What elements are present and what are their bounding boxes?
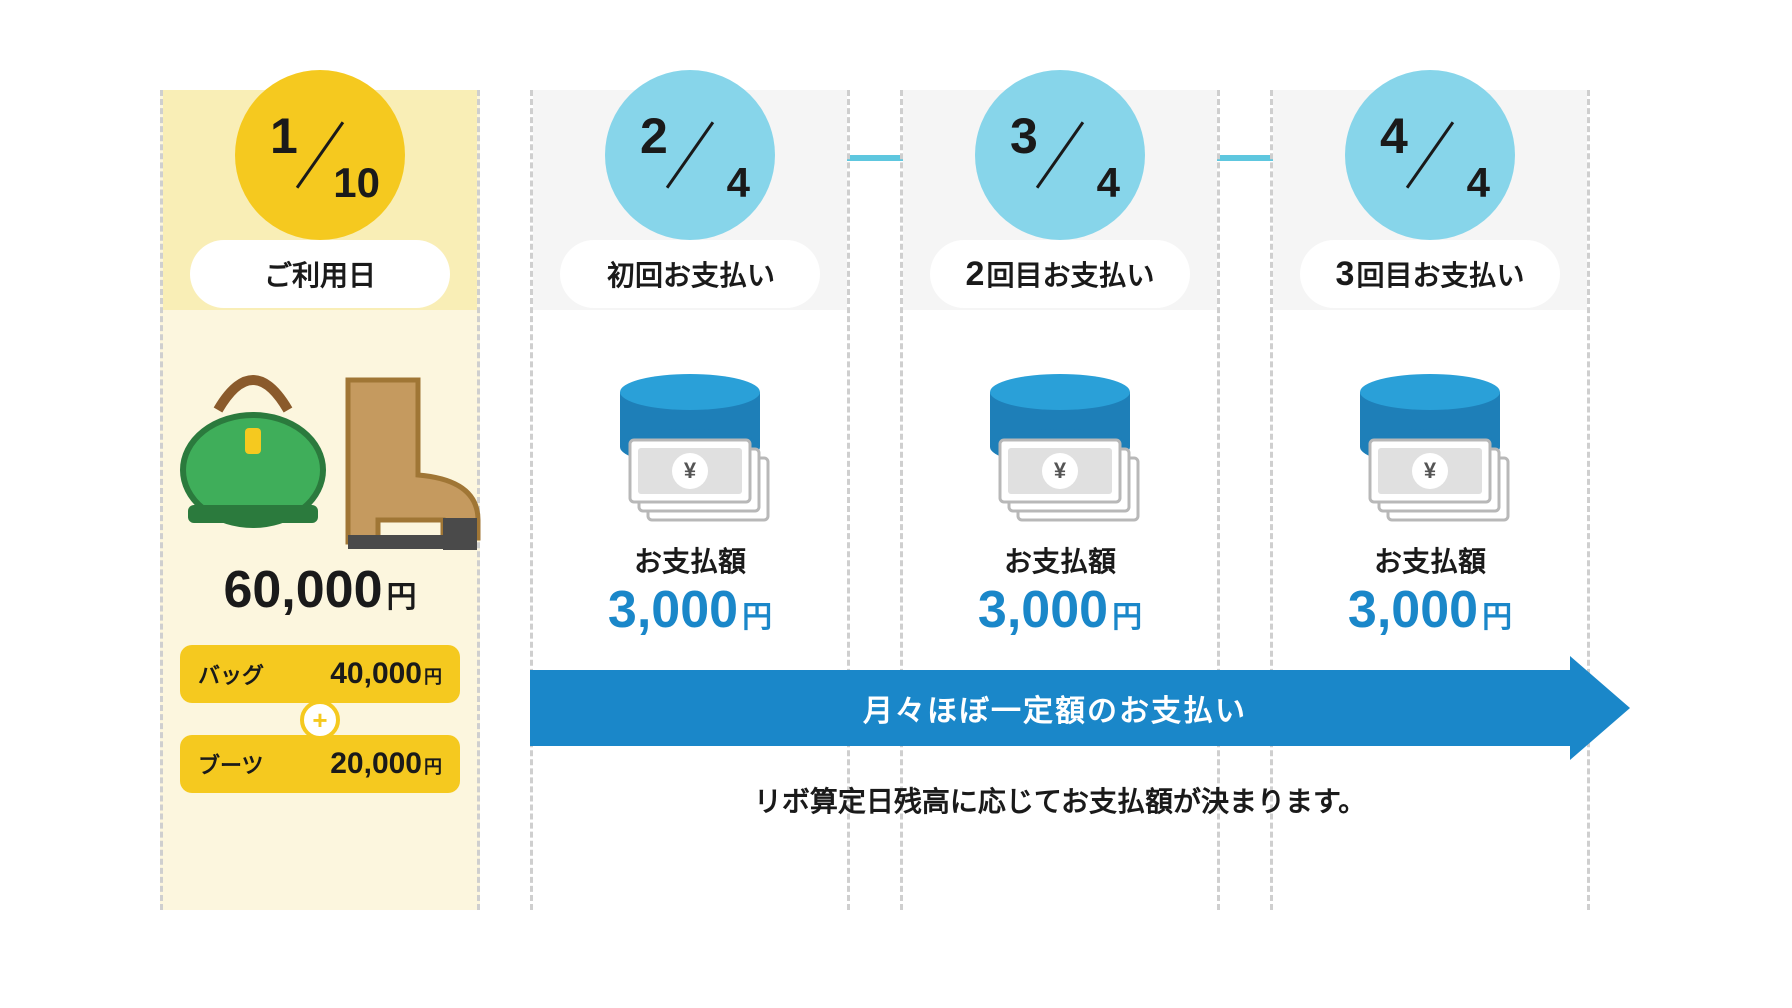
date-fraction: 3 4 — [1000, 115, 1120, 195]
date-slash — [666, 121, 714, 188]
date-numerator: 4 — [1380, 107, 1408, 165]
monthly-payment-arrow: 月々ほぼ一定額のお支払い — [530, 670, 1630, 746]
yen-suffix: 円 — [387, 581, 417, 614]
purchase-date-circle: 1 10 — [235, 70, 405, 240]
date-fraction: 4 4 — [1370, 115, 1490, 195]
money-icon: ¥ — [960, 370, 1160, 530]
boot-icon — [348, 380, 478, 550]
handbag-icon — [183, 380, 323, 525]
payment-label: お支払額 — [1273, 540, 1587, 580]
date-denominator: 10 — [333, 159, 380, 207]
date-denominator: 4 — [1467, 159, 1490, 207]
svg-text:¥: ¥ — [1054, 458, 1067, 483]
payment-date-circle: 3 4 — [975, 70, 1145, 240]
footnote-text: リボ算定日残高に応じてお支払額が決まります。 — [530, 780, 1590, 820]
item-chip-bag: バッグ 40,000円 — [180, 645, 460, 703]
arrow-head-icon — [1570, 656, 1630, 760]
date-fraction: 2 4 — [630, 115, 750, 195]
payment-pill: 3回目お支払い — [1300, 240, 1560, 308]
date-denominator: 4 — [1097, 159, 1120, 207]
payment-label: お支払額 — [533, 540, 847, 580]
plus-icon: + — [300, 700, 340, 740]
item-price: 20,000円 — [330, 747, 442, 781]
payment-label: お支払額 — [903, 540, 1217, 580]
date-denominator: 4 — [727, 159, 750, 207]
purchase-column: 1 10 ご利用日 — [160, 90, 480, 910]
payment-date-circle: 4 4 — [1345, 70, 1515, 240]
date-slash — [1406, 121, 1454, 188]
svg-text:¥: ¥ — [1424, 458, 1437, 483]
payment-amount: 3,000円 — [1273, 580, 1587, 640]
payment-amount: 3,000円 — [903, 580, 1217, 640]
item-price: 40,000円 — [330, 657, 442, 691]
date-numerator: 2 — [640, 107, 668, 165]
arrow-label: 月々ほぼ一定額のお支払い — [530, 670, 1580, 746]
payment-pill: 2回目お支払い — [930, 240, 1190, 308]
money-icon: ¥ — [590, 370, 790, 530]
purchase-pill: ご利用日 — [190, 240, 450, 308]
total-amount: 60,000 — [223, 561, 382, 619]
date-fraction: 1 10 — [260, 115, 380, 195]
payment-amount: 3,000円 — [533, 580, 847, 640]
item-name: バッグ — [198, 658, 264, 690]
item-chip-boots: ブーツ 20,000円 — [180, 735, 460, 793]
item-name: ブーツ — [198, 748, 264, 780]
date-numerator: 3 — [1010, 107, 1038, 165]
goods-illustration — [163, 340, 477, 560]
date-slash — [1036, 121, 1084, 188]
purchase-total: 60,000円 — [163, 560, 477, 620]
infographic-stage: 1 10 ご利用日 — [160, 90, 1630, 910]
svg-text:¥: ¥ — [684, 458, 697, 483]
payment-date-circle: 2 4 — [605, 70, 775, 240]
money-icon: ¥ — [1330, 370, 1530, 530]
payment-pill: 初回お支払い — [560, 240, 820, 308]
date-numerator: 1 — [270, 107, 298, 165]
